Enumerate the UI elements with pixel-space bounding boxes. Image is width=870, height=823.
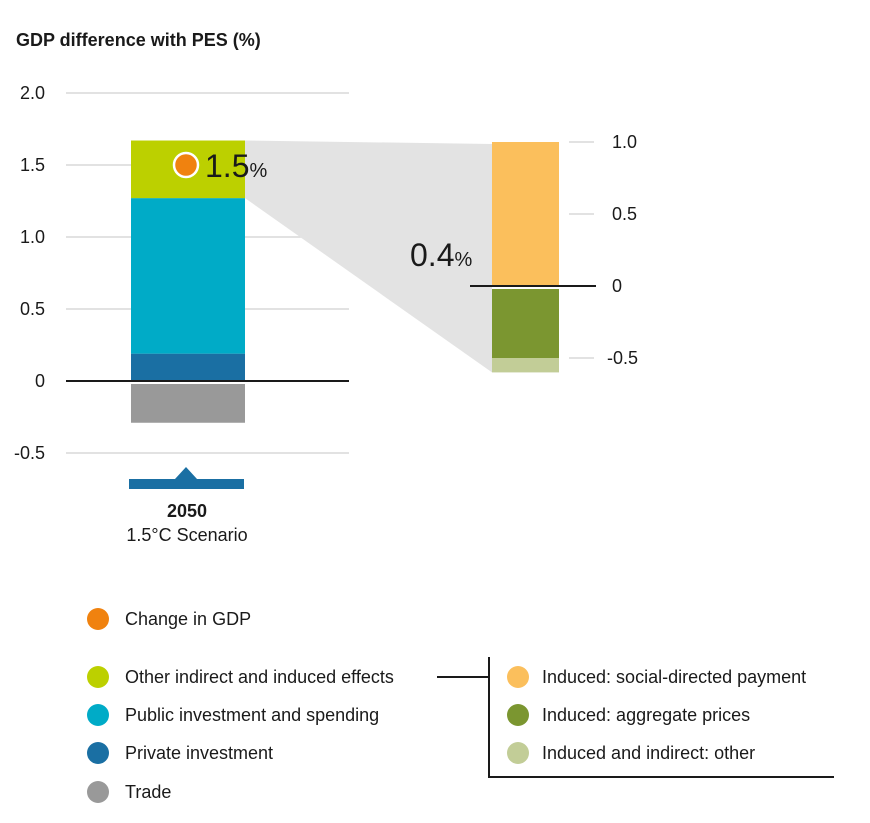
bar-segment-trade bbox=[131, 384, 245, 423]
legend-label-other-indirect-and-induced-effects: Other indirect and induced effects bbox=[125, 667, 394, 687]
legend-label-public-investment-and-spending: Public investment and spending bbox=[125, 705, 379, 725]
category-year-label: 2050 bbox=[167, 501, 207, 521]
legend-bracket bbox=[437, 657, 834, 778]
change-in-gdp-value: 1.5% bbox=[205, 148, 267, 184]
category-scenario-label: 1.5°C Scenario bbox=[126, 525, 247, 545]
legend-swatch-induced-and-indirect-other bbox=[507, 742, 529, 764]
y-tick-label: 0 bbox=[35, 371, 45, 391]
bar-segment-induced-and-indirect-other bbox=[492, 358, 559, 373]
legend-swatch-other-indirect-and-induced-effects bbox=[87, 666, 109, 688]
y-tick-label: 1.0 bbox=[20, 227, 45, 247]
legend-label-induced-aggregate-prices: Induced: aggregate prices bbox=[542, 705, 750, 725]
legend-label-induced-and-indirect-other: Induced and indirect: other bbox=[542, 743, 755, 763]
chart-title: GDP difference with PES (%) bbox=[16, 30, 261, 50]
induced-total-unit: % bbox=[454, 249, 472, 271]
change-in-gdp-marker bbox=[172, 151, 200, 179]
induced-total-value: 0.4% bbox=[410, 237, 472, 273]
bar-segment-public-investment-and-spending bbox=[131, 198, 245, 354]
legend-swatch-public-investment-and-spending bbox=[87, 704, 109, 726]
year-marker-icon bbox=[129, 467, 244, 489]
bar-segment-induced-social-directed-payment bbox=[492, 142, 559, 286]
y-tick-label: 2.0 bbox=[20, 83, 45, 103]
y-tick-label: 0.5 bbox=[20, 299, 45, 319]
y-tick-label-right: 0.5 bbox=[612, 204, 637, 224]
left-tick-labels: 2.0 1.5 1.0 0.5 0 -0.5 bbox=[14, 83, 45, 463]
left-stacked-bar bbox=[131, 140, 245, 423]
legend-swatch-private-investment bbox=[87, 742, 109, 764]
legend-bracket-line bbox=[437, 657, 834, 778]
y-tick-label: 1.5 bbox=[20, 155, 45, 175]
right-stacked-bar bbox=[492, 142, 559, 373]
legend-left: Change in GDP Other indirect and induced … bbox=[87, 608, 394, 803]
legend-swatch-trade bbox=[87, 781, 109, 803]
zoom-connector bbox=[245, 140, 492, 373]
bar-segment-private-investment bbox=[131, 353, 245, 381]
induced-total-number: 0.4 bbox=[410, 237, 454, 273]
legend-swatch-change-in-gdp bbox=[87, 608, 109, 630]
legend-label-private-investment: Private investment bbox=[125, 743, 273, 763]
y-tick-label: -0.5 bbox=[14, 443, 45, 463]
y-tick-label-right: 1.0 bbox=[612, 132, 637, 152]
legend-label-change-in-gdp: Change in GDP bbox=[125, 609, 251, 629]
y-tick-label-right: 0 bbox=[612, 276, 622, 296]
legend-swatch-induced-aggregate-prices bbox=[507, 704, 529, 726]
legend-right: Induced: social-directed payment Induced:… bbox=[507, 666, 806, 764]
bar-segment-induced-aggregate-prices bbox=[492, 289, 559, 358]
right-tick-labels: 1.0 0.5 0 -0.5 bbox=[569, 132, 638, 368]
legend-label-trade: Trade bbox=[125, 782, 171, 802]
legend-label-induced-social-directed-payment: Induced: social-directed payment bbox=[542, 667, 806, 687]
y-tick-label-right: -0.5 bbox=[607, 348, 638, 368]
gdp-value-unit: % bbox=[249, 160, 267, 182]
legend-swatch-induced-social-directed-payment bbox=[507, 666, 529, 688]
gdp-value-number: 1.5 bbox=[205, 148, 249, 184]
